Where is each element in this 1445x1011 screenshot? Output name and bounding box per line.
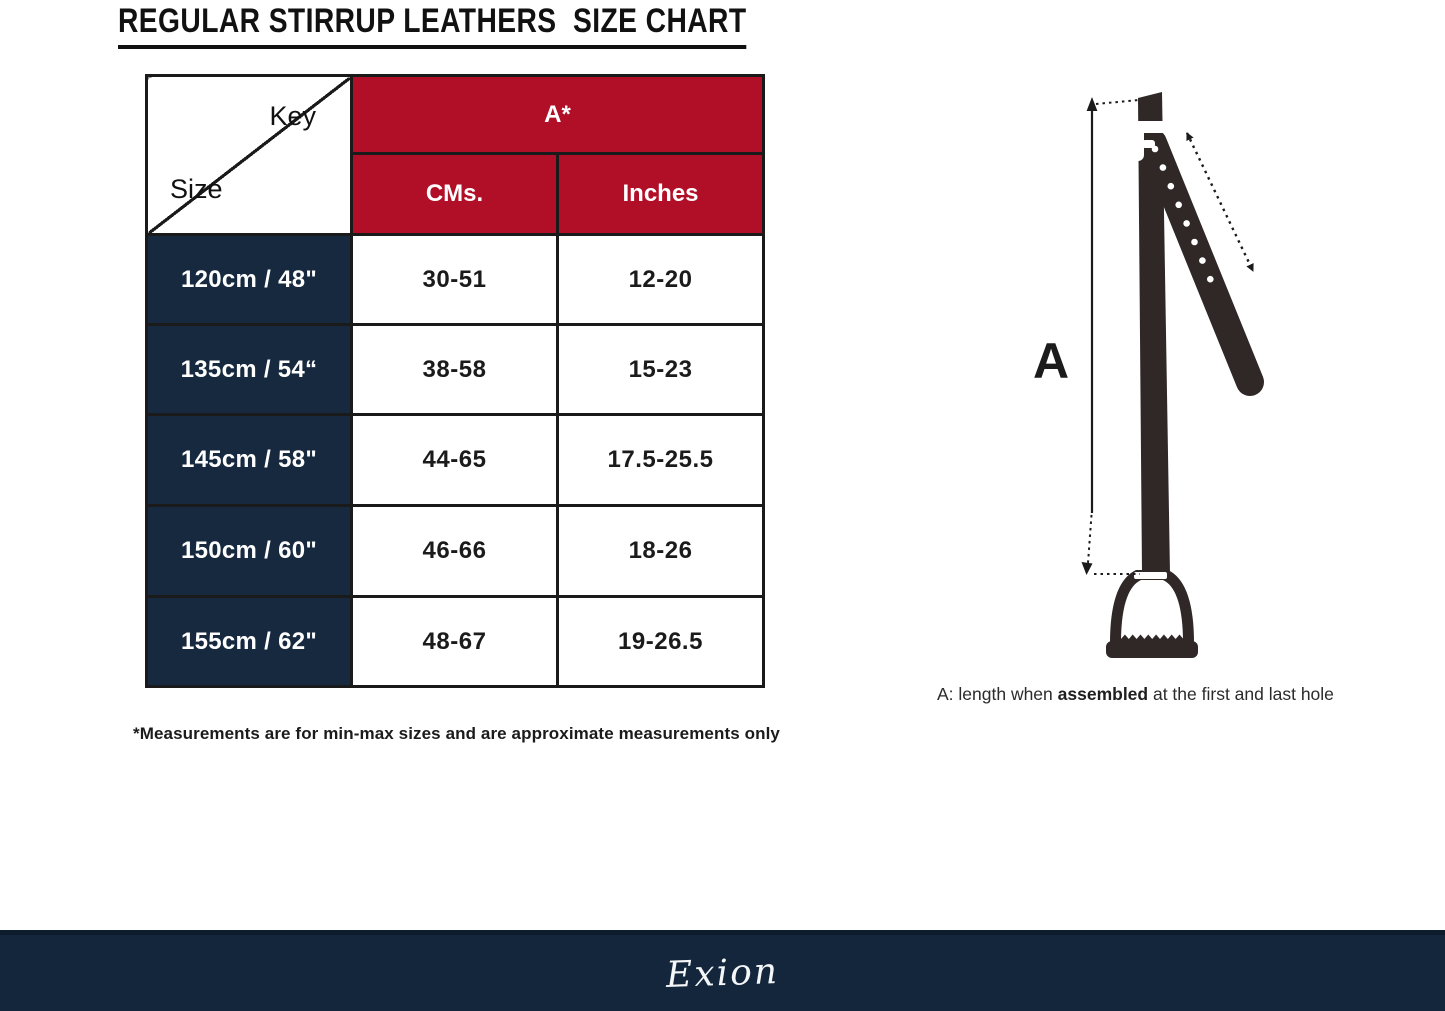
table-row: 120cm / 48" 30-51 12-20 bbox=[145, 233, 766, 326]
buckle-strap-measure-arrow bbox=[1185, 132, 1255, 272]
column-header-cms: CMs. bbox=[350, 152, 559, 236]
column-header-inches: Inches bbox=[555, 152, 766, 236]
measure-label-a: A bbox=[1033, 333, 1069, 389]
cms-cell: 38-58 bbox=[350, 323, 559, 416]
stirrup-slot bbox=[1134, 572, 1167, 579]
cms-cell: 30-51 bbox=[350, 233, 559, 326]
footer-bar: Exion bbox=[0, 930, 1445, 1011]
stirrup-leather-diagram: A bbox=[1020, 85, 1380, 670]
inches-cell: 12-20 bbox=[555, 233, 766, 326]
measurements-footnote: *Measurements are for min-max sizes and … bbox=[133, 724, 780, 743]
cms-cell: 46-66 bbox=[350, 504, 559, 598]
cms-cell: 48-67 bbox=[350, 595, 559, 688]
group-header-a: A* bbox=[349, 74, 766, 155]
corner-size-label: Size bbox=[170, 174, 223, 204]
corner-key-label: Key bbox=[269, 101, 316, 131]
stirrup-leather-illustration: A bbox=[1033, 92, 1264, 658]
size-cell: 120cm / 48" bbox=[145, 233, 353, 326]
table-row: 150cm / 60" 46-66 18-26 bbox=[145, 504, 766, 598]
measure-line-a bbox=[1087, 99, 1140, 575]
size-chart-table: Key Size A* CMs. Inches 120cm / 48" 30-5… bbox=[145, 74, 766, 688]
caption-suffix: at the first and last hole bbox=[1148, 684, 1334, 704]
leather-strap bbox=[1138, 92, 1170, 574]
caption-bold-word: assembled bbox=[1057, 684, 1149, 704]
inches-cell: 19-26.5 bbox=[555, 595, 766, 688]
measure-arrow-up bbox=[1086, 97, 1098, 111]
brand-logo: Exion bbox=[665, 950, 780, 996]
size-cell: 155cm / 62" bbox=[145, 595, 353, 688]
table-corner-cell: Key Size bbox=[145, 74, 353, 236]
caption-prefix: A: length when bbox=[937, 684, 1058, 704]
inches-cell: 15-23 bbox=[555, 323, 766, 416]
table-row: 135cm / 54“ 38-58 15-23 bbox=[145, 323, 766, 416]
diagram-caption: A: length when assembled at the first an… bbox=[937, 684, 1334, 705]
inches-cell: 18-26 bbox=[555, 504, 766, 598]
inches-cell: 17.5-25.5 bbox=[555, 413, 766, 507]
size-cell: 150cm / 60" bbox=[145, 504, 353, 598]
buckle bbox=[1131, 121, 1168, 161]
table-row: 155cm / 62" 48-67 19-26.5 bbox=[145, 595, 766, 688]
stirrup-iron bbox=[1106, 570, 1198, 658]
measure-arrow-down bbox=[1081, 562, 1093, 575]
size-cell: 145cm / 58" bbox=[145, 413, 353, 507]
page-title: REGULAR STIRRUP LEATHERS SIZE CHART bbox=[118, 2, 747, 49]
table-row: 145cm / 58" 44-65 17.5-25.5 bbox=[145, 413, 766, 507]
cms-cell: 44-65 bbox=[350, 413, 559, 507]
size-cell: 135cm / 54“ bbox=[145, 323, 353, 416]
